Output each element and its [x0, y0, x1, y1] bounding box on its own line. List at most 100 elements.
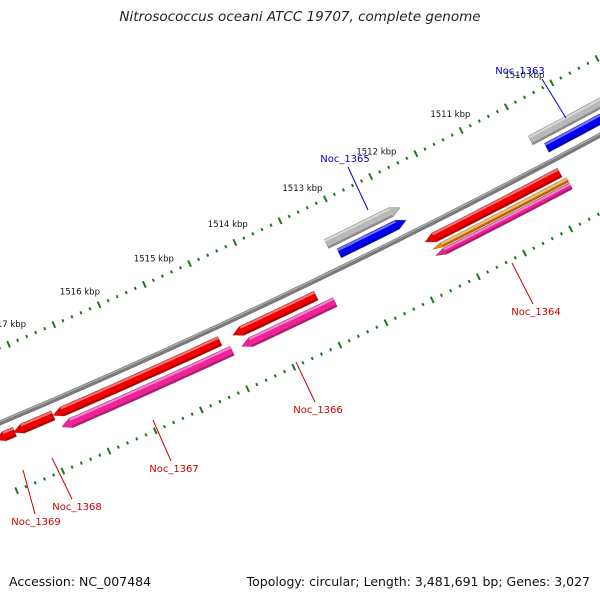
minor-tick	[52, 473, 56, 477]
kbp-label: 1516 kbp	[60, 288, 100, 298]
minor-tick	[133, 286, 137, 291]
minor-tick	[190, 412, 194, 416]
minor-tick	[260, 227, 264, 232]
minor-tick	[586, 61, 590, 66]
minor-tick	[559, 76, 563, 80]
minor-tick	[458, 284, 462, 288]
major-tick	[51, 321, 57, 329]
major-tick	[6, 340, 11, 348]
major-tick	[14, 487, 19, 495]
minor-tick	[24, 484, 28, 489]
cds-arrow-noc-1363	[543, 113, 600, 153]
major-tick	[337, 341, 343, 349]
minor-tick	[375, 325, 379, 330]
minor-tick	[79, 461, 83, 465]
minor-tick	[16, 338, 20, 343]
major-tick	[522, 249, 528, 257]
feature-label-noc-1369: Noc_1369	[11, 517, 61, 528]
major-tick	[60, 467, 66, 475]
minor-tick	[513, 100, 518, 104]
feature-label-noc-1363: Noc_1363	[495, 66, 545, 77]
minor-tick	[550, 236, 554, 241]
cds-arrow-noc-1364	[435, 182, 573, 257]
minor-tick	[227, 395, 231, 400]
minor-tick	[43, 326, 47, 331]
major-tick	[503, 103, 509, 111]
genome-backbone-highlight	[0, 133, 600, 423]
gene-arrow-noc-1367	[52, 336, 223, 417]
cds-arrow-noc-1366	[241, 297, 338, 347]
cds-arrow-noc-1365	[336, 219, 407, 259]
feature-label-noc-1368: Noc_1368	[52, 502, 102, 513]
minor-tick	[396, 161, 400, 165]
minor-tick	[341, 188, 346, 192]
minor-tick	[449, 288, 453, 293]
minor-tick	[169, 270, 173, 274]
minor-tick	[115, 294, 119, 299]
major-tick	[568, 225, 574, 233]
minor-tick	[282, 369, 287, 374]
major-tick	[291, 363, 297, 371]
major-tick	[458, 126, 464, 135]
major-tick	[429, 296, 435, 304]
minor-tick	[89, 457, 93, 461]
minor-tick	[287, 214, 291, 219]
minor-tick	[135, 437, 139, 441]
minor-tick	[206, 253, 210, 257]
minor-tick	[251, 232, 255, 236]
minor-tick	[541, 241, 545, 246]
kbp-label: 1514 kbp	[208, 220, 248, 230]
minor-tick	[79, 310, 83, 315]
leader-line-noc-1366	[295, 361, 316, 403]
genome-backbone	[0, 132, 600, 426]
minor-tick	[273, 374, 277, 378]
minor-tick	[347, 338, 351, 343]
gene-arrow-noc-1364	[424, 167, 563, 243]
minor-tick	[181, 416, 185, 421]
minor-tick	[504, 260, 508, 265]
minor-tick	[441, 137, 445, 142]
major-tick	[277, 217, 283, 225]
gene-arrow-noc-1368	[12, 410, 56, 434]
minor-tick	[477, 119, 481, 123]
minor-tick	[486, 114, 490, 119]
map-title: Nitrosococcus oceani ATCC 19707, complet…	[119, 9, 481, 25]
minor-tick	[578, 222, 582, 226]
gene-arrow-noc-1369	[0, 426, 17, 442]
minor-tick	[305, 205, 309, 210]
minor-tick	[405, 156, 409, 161]
inner-tick-row	[14, 212, 600, 495]
minor-tick	[559, 232, 564, 236]
minor-tick	[124, 290, 128, 295]
minor-tick	[596, 212, 600, 217]
major-tick	[245, 385, 250, 393]
minor-tick	[412, 307, 416, 311]
minor-tick	[160, 274, 164, 278]
kbp-label: 1512 kbp	[356, 148, 396, 158]
minor-tick	[172, 420, 176, 425]
minor-tick	[532, 246, 536, 251]
minor-tick	[264, 378, 268, 382]
minor-tick	[224, 244, 228, 249]
tick-layer	[0, 54, 600, 495]
kbp-label: 1510 kbp	[504, 71, 544, 81]
minor-tick	[34, 330, 38, 335]
minor-tick	[378, 170, 382, 174]
minor-tick	[356, 334, 360, 339]
minor-tick	[495, 109, 499, 114]
minor-tick	[116, 445, 120, 449]
major-tick	[199, 406, 204, 414]
major-tick	[96, 301, 102, 309]
minor-tick	[432, 142, 436, 147]
minor-tick	[421, 302, 425, 307]
minor-tick	[467, 279, 471, 284]
minor-tick	[568, 71, 572, 75]
outer-tick-row	[0, 54, 600, 350]
kbp-label: 1515 kbp	[134, 254, 174, 264]
minor-tick	[88, 306, 92, 311]
minor-tick	[296, 210, 300, 214]
minor-tick	[468, 123, 472, 128]
feature-label-noc-1365: Noc_1365	[320, 154, 370, 165]
minor-tick	[577, 66, 581, 70]
feature-layer	[0, 97, 600, 442]
